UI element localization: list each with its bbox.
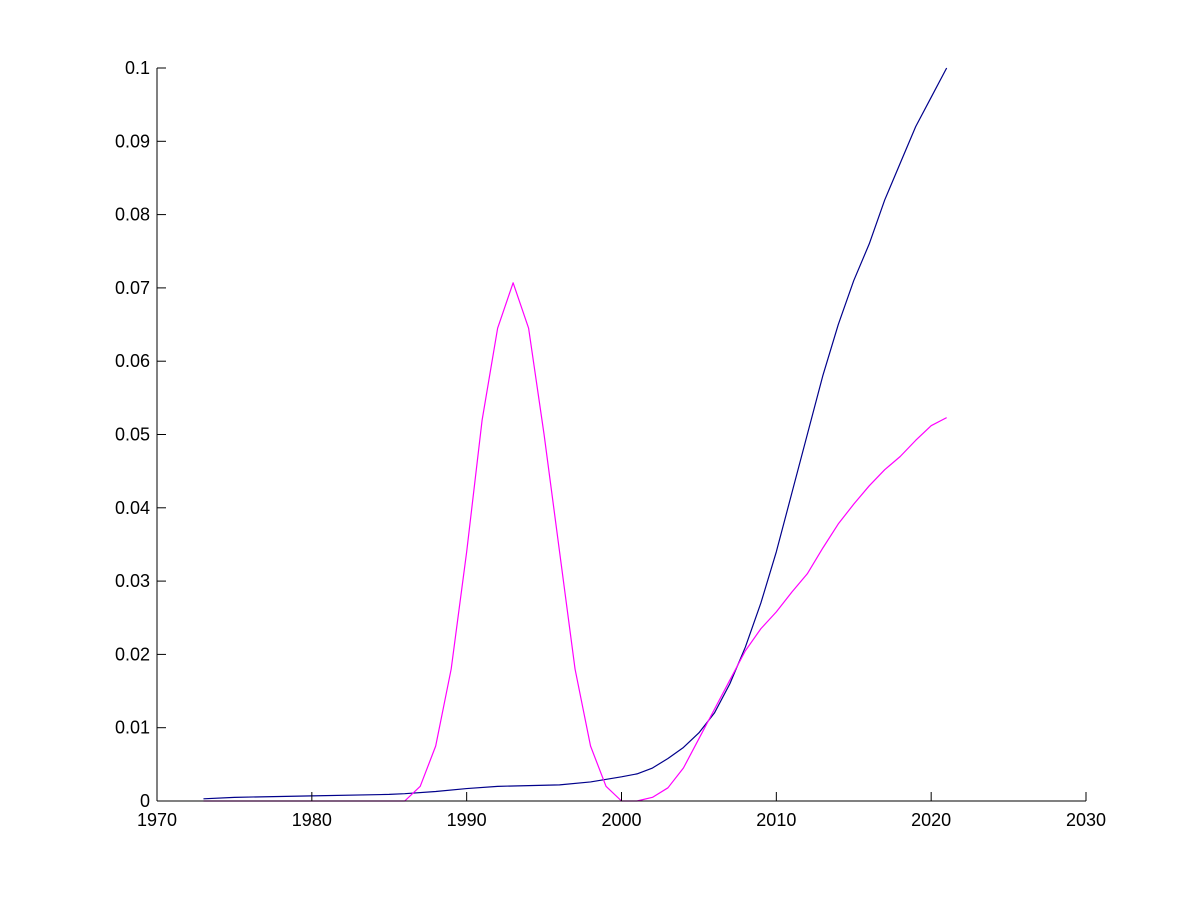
x-tick-label: 1970 — [137, 810, 177, 830]
y-tick-label: 0.03 — [115, 571, 150, 591]
y-tick-label: 0.04 — [115, 498, 150, 518]
x-tick-label: 2030 — [1066, 810, 1106, 830]
y-tick-label: 0 — [140, 791, 150, 811]
x-tick-label: 1990 — [447, 810, 487, 830]
series-layer — [203, 67, 948, 802]
y-tick-label: 0.01 — [115, 718, 150, 738]
y-tick-label: 0.08 — [115, 205, 150, 225]
y-tick-label: 0.06 — [115, 351, 150, 371]
x-tick-label: 2020 — [911, 810, 951, 830]
y-tick-label: 0.02 — [115, 644, 150, 664]
axes-layer: 1970 1980 1990 2000 2010 2020 2030 0 0.01 0.02 0.0… — [115, 58, 1106, 830]
y-tick-label: 0.1 — [125, 58, 150, 78]
series-line-2 — [203, 282, 947, 802]
y-tick-label: 0.05 — [115, 425, 150, 445]
y-tick-label: 0.09 — [115, 131, 150, 151]
x-tick-label: 2000 — [601, 810, 641, 830]
x-tick-label: 1980 — [292, 810, 332, 830]
y-tick-label: 0.07 — [115, 278, 150, 298]
series-line-1 — [203, 67, 948, 800]
x-tick-label: 2010 — [756, 810, 796, 830]
